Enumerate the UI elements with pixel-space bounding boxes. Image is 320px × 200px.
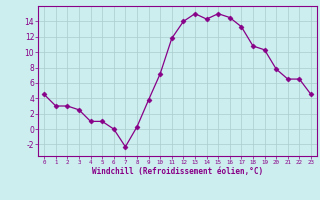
- X-axis label: Windchill (Refroidissement éolien,°C): Windchill (Refroidissement éolien,°C): [92, 167, 263, 176]
